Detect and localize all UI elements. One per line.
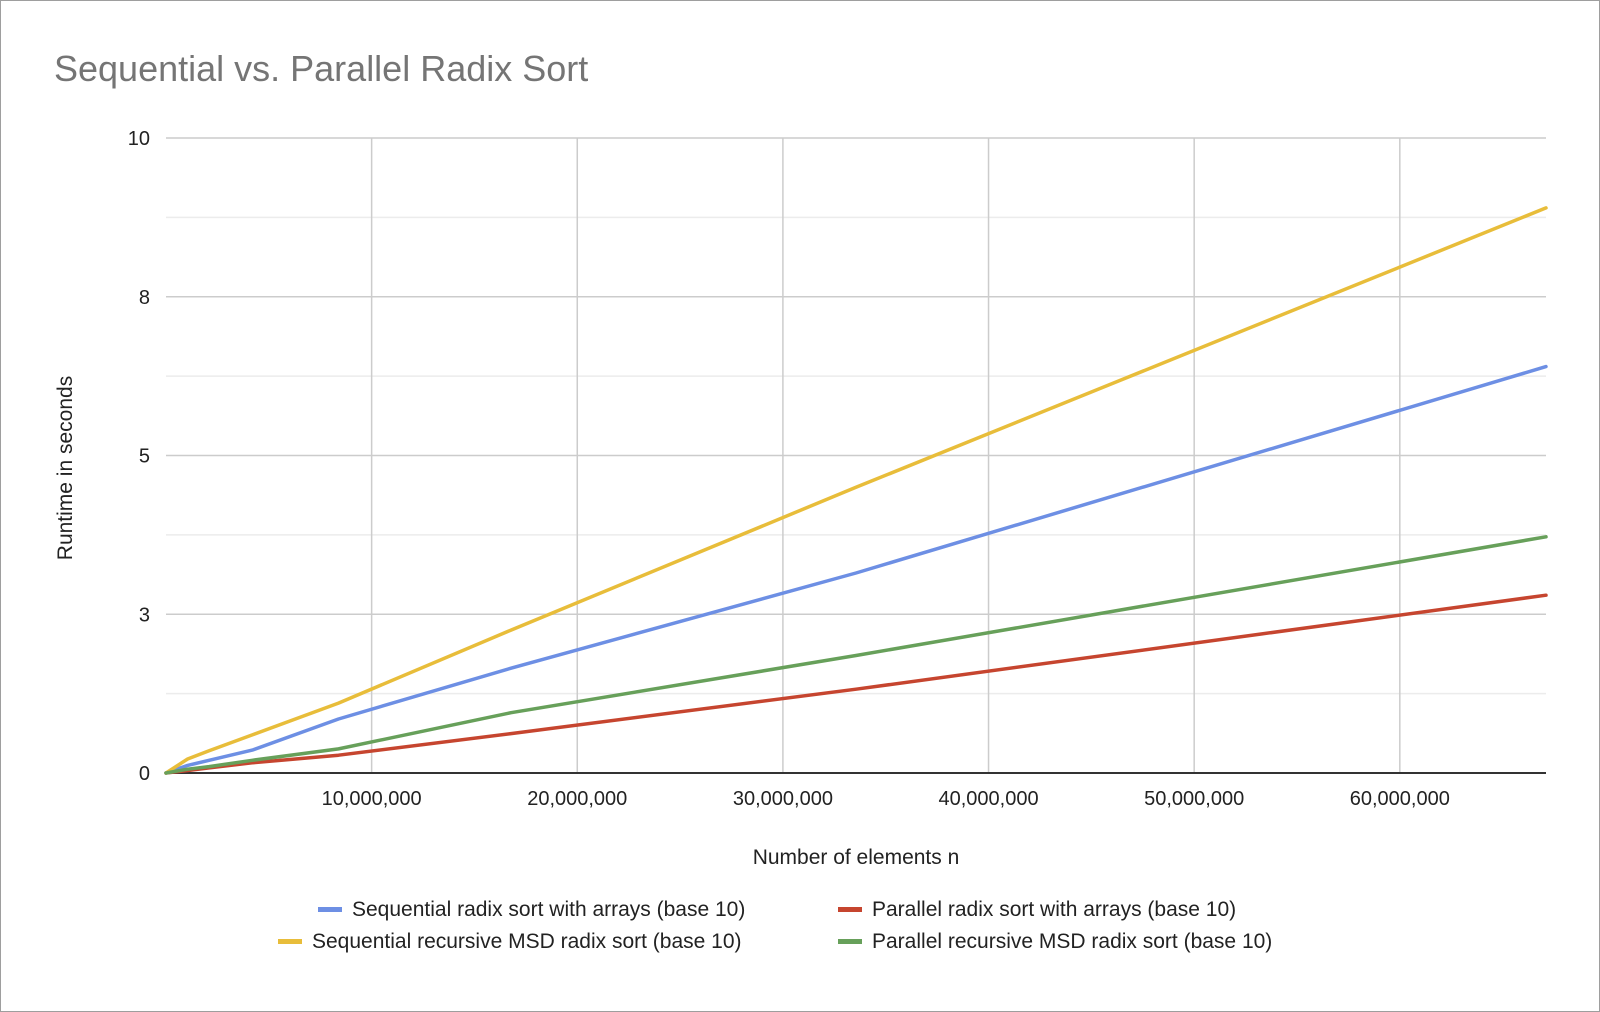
label-layer: 0 3 5 8 10 10,000,000 20,000,000 30,000,000 40,0… xyxy=(128,128,1450,810)
legend-swatch xyxy=(838,907,862,912)
x-axis-title: Number of elements n xyxy=(753,846,960,869)
y-tick-label: 10 xyxy=(128,128,150,150)
legend: Sequential radix sort with arrays (base … xyxy=(278,898,1272,953)
series-line-1 xyxy=(164,364,1548,775)
chart-title: Sequential vs. Parallel Radix Sort xyxy=(54,48,589,89)
x-tick-label: 40,000,000 xyxy=(938,788,1038,810)
y-tick-label: 8 xyxy=(139,287,150,309)
x-tick-label: 20,000,000 xyxy=(527,788,627,810)
legend-swatch xyxy=(278,939,302,944)
legend-label: Sequential recursive MSD radix sort (bas… xyxy=(312,930,742,953)
legend-swatch xyxy=(838,939,862,944)
y-axis-title: Runtime in seconds xyxy=(54,376,77,560)
x-tick-label: 60,000,000 xyxy=(1350,788,1450,810)
legend-label: Parallel recursive MSD radix sort (base … xyxy=(872,930,1272,953)
series-line-4 xyxy=(164,535,1548,775)
x-tick-label: 10,000,000 xyxy=(322,788,422,810)
y-tick-label: 3 xyxy=(139,604,150,626)
legend-label: Parallel radix sort with arrays (base 10… xyxy=(872,898,1236,921)
y-tick-label: 0 xyxy=(139,763,150,785)
series-line-2 xyxy=(164,593,1548,775)
series-layer xyxy=(164,206,1548,775)
series-line-3 xyxy=(164,206,1548,775)
x-tick-label: 30,000,000 xyxy=(733,788,833,810)
x-tick-label: 50,000,000 xyxy=(1144,788,1244,810)
legend-swatch xyxy=(318,907,342,912)
legend-label: Sequential radix sort with arrays (base … xyxy=(352,898,745,921)
grid-layer xyxy=(166,137,1546,773)
y-tick-label: 5 xyxy=(139,446,150,468)
